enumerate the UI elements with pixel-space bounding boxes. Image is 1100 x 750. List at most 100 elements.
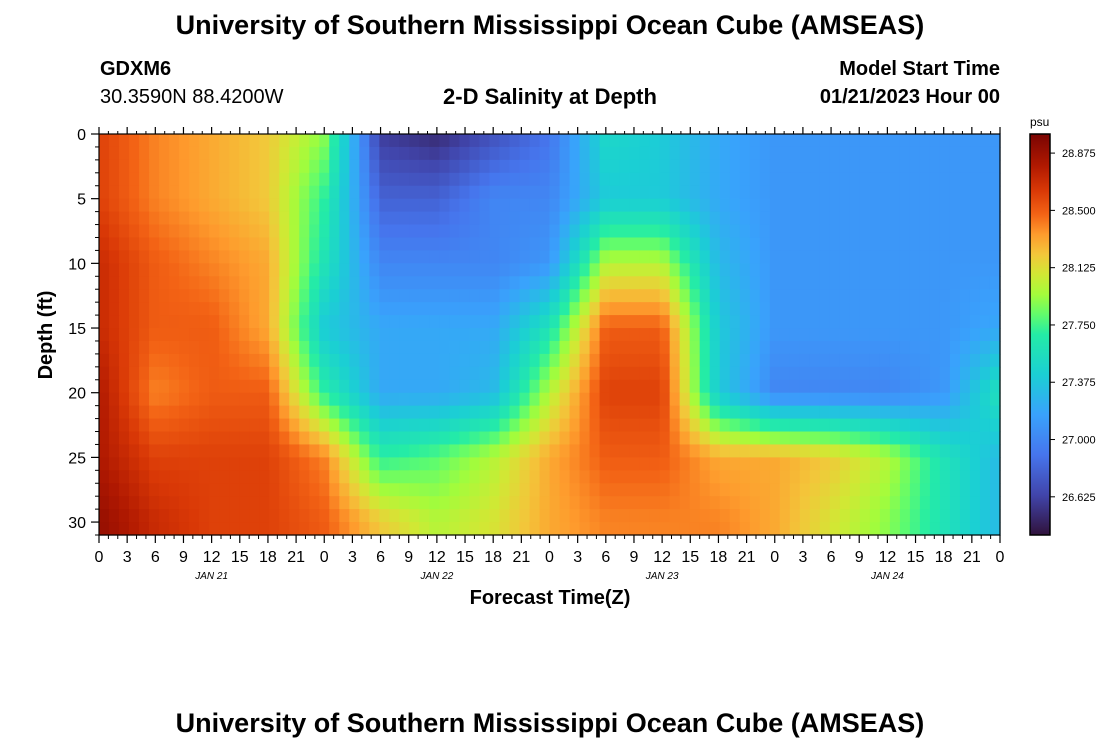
heatmap-cell — [969, 134, 981, 148]
heatmap-cell — [149, 470, 160, 484]
heatmap-cell — [559, 353, 571, 368]
heatmap-cell — [969, 224, 981, 239]
heatmap-cell — [909, 496, 921, 510]
heatmap-cell — [519, 328, 531, 342]
heatmap-cell — [189, 392, 200, 407]
heatmap-cell — [199, 263, 210, 277]
heatmap-cell — [629, 457, 641, 471]
heatmap-cell — [889, 392, 901, 407]
heatmap-cell — [619, 483, 631, 497]
heatmap-cell — [659, 185, 671, 200]
heatmap-cell — [499, 392, 511, 407]
heatmap-cell — [799, 418, 811, 433]
heatmap-cell — [149, 302, 160, 316]
heatmap-cell — [779, 302, 791, 316]
heatmap-cell — [599, 302, 611, 316]
heatmap-cell — [529, 315, 541, 329]
heatmap-cell — [469, 289, 481, 303]
heatmap-cell — [539, 211, 551, 226]
heatmap-cell — [369, 250, 380, 264]
heatmap-cell — [639, 211, 651, 226]
heatmap-cell — [869, 379, 881, 394]
heatmap-cell — [169, 509, 180, 523]
heatmap-cell — [529, 353, 541, 368]
heatmap-cell — [329, 172, 340, 187]
heatmap-cell — [219, 392, 230, 407]
heatmap-cell — [399, 483, 410, 497]
heatmap-cell — [889, 237, 901, 252]
heatmap-cell — [559, 302, 571, 316]
heatmap-cell — [949, 496, 961, 510]
heatmap-cell — [99, 457, 110, 471]
heatmap-cell — [969, 315, 981, 329]
heatmap-cell — [689, 509, 701, 523]
heatmap-cell — [939, 353, 951, 368]
heatmap-cell — [149, 328, 160, 342]
heatmap-cell — [899, 431, 911, 446]
heatmap-cell — [229, 250, 240, 264]
heatmap-cell — [379, 211, 390, 226]
heatmap-cell — [799, 134, 811, 148]
heatmap-cell — [259, 366, 270, 381]
heatmap-cell — [489, 431, 501, 446]
heatmap-cell — [149, 134, 160, 148]
heatmap-cell — [919, 328, 931, 342]
heatmap-cell — [849, 211, 861, 226]
heatmap-cell — [859, 276, 871, 290]
heatmap-cell — [879, 185, 891, 200]
heatmap-cell — [269, 405, 280, 420]
heatmap-cell — [389, 263, 400, 277]
heatmap-cell — [679, 431, 691, 446]
heatmap-cell — [119, 496, 130, 510]
heatmap-cell — [209, 250, 220, 264]
heatmap-cell — [939, 146, 951, 161]
heatmap-cell — [579, 224, 591, 239]
heatmap-cell — [799, 509, 811, 523]
heatmap-cell — [729, 496, 741, 510]
heatmap-cell — [359, 263, 370, 277]
heatmap-cell — [439, 392, 450, 407]
heatmap-cell — [689, 211, 701, 226]
heatmap-cell — [209, 211, 220, 226]
heatmap-cell — [789, 276, 801, 290]
heatmap-cell — [319, 211, 330, 226]
heatmap-cell — [529, 134, 541, 148]
heatmap-cell — [259, 198, 270, 213]
heatmap-cell — [909, 276, 921, 290]
heatmap-cell — [139, 470, 150, 484]
heatmap-cell — [799, 379, 811, 394]
heatmap-cell — [419, 353, 430, 368]
heatmap-cell — [289, 328, 300, 342]
heatmap-cell — [279, 496, 290, 510]
heatmap-cell — [169, 392, 180, 407]
heatmap-cell — [199, 315, 210, 329]
heatmap-cell — [99, 146, 110, 161]
heatmap-cell — [159, 237, 170, 252]
heatmap-cell — [109, 457, 120, 471]
heatmap-cell — [749, 211, 761, 226]
heatmap-cell — [709, 444, 721, 458]
heatmap-cell — [709, 328, 721, 342]
heatmap-cell — [309, 418, 320, 433]
heatmap-cell — [479, 457, 491, 471]
heatmap-cell — [159, 146, 170, 161]
heatmap-cell — [969, 379, 981, 394]
heatmap-cell — [959, 263, 971, 277]
heatmap-cell — [499, 405, 511, 420]
heatmap-cell — [649, 289, 661, 303]
heatmap-cell — [349, 172, 360, 187]
heatmap-cell — [759, 211, 771, 226]
heatmap-cell — [759, 496, 771, 510]
heatmap-cell — [409, 340, 420, 355]
y-tick-label: 30 — [68, 515, 86, 532]
heatmap-cell — [879, 198, 891, 213]
heatmap-cell — [859, 379, 871, 394]
heatmap-cell — [399, 134, 410, 148]
y-tick-label: 20 — [68, 386, 86, 403]
heatmap-cell — [539, 263, 551, 277]
heatmap-cell — [849, 470, 861, 484]
heatmap-cell — [899, 470, 911, 484]
heatmap-cell — [159, 315, 170, 329]
heatmap-cell — [209, 405, 220, 420]
heatmap-cell — [479, 315, 491, 329]
